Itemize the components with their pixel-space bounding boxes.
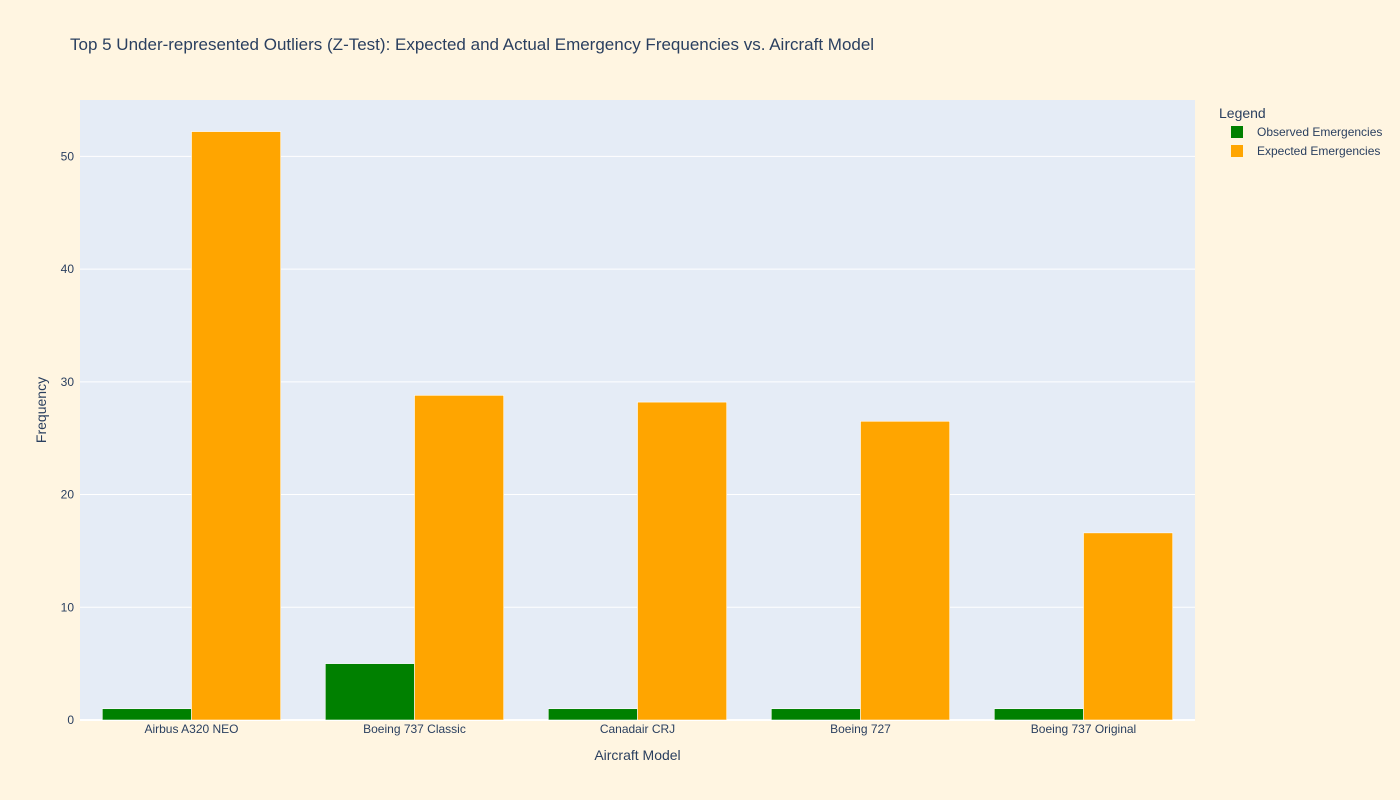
bar-expected-emergencies-1[interactable] (414, 395, 504, 721)
x-tick-label: Airbus A320 NEO (144, 722, 238, 736)
y-axis-title: Frequency (33, 377, 49, 443)
y-axis-ticks: 0 10 20 30 40 50 (61, 149, 75, 727)
y-tick-label: 0 (67, 713, 74, 727)
legend-item-label[interactable]: Expected Emergencies (1257, 144, 1380, 158)
x-axis-ticks: Airbus A320 NEO Boeing 737 Classic Canadai… (144, 722, 1136, 736)
legend: Legend Observed Emergencies Expected Emer… (1219, 105, 1382, 158)
legend-swatch (1231, 145, 1243, 157)
legend-title: Legend (1219, 105, 1266, 121)
bar-expected-emergencies-4[interactable] (1083, 532, 1173, 721)
bar-expected-emergencies-0[interactable] (191, 131, 281, 721)
bar-observed-emergencies-4[interactable] (993, 708, 1084, 721)
x-tick-label: Boeing 737 Classic (363, 722, 466, 736)
chart-title: Top 5 Under-represented Outliers (Z-Test… (70, 35, 874, 54)
bar-expected-emergencies-3[interactable] (860, 420, 950, 721)
bar-observed-emergencies-3[interactable] (770, 708, 861, 721)
bar-expected-emergencies-2[interactable] (637, 401, 727, 721)
bars (102, 131, 1173, 721)
legend-swatch (1231, 126, 1243, 138)
bar-observed-emergencies-2[interactable] (547, 708, 638, 721)
x-tick-label: Boeing 727 (830, 722, 891, 736)
y-tick-label: 50 (61, 149, 75, 163)
x-axis-title: Aircraft Model (594, 747, 680, 763)
y-tick-label: 40 (61, 262, 75, 276)
y-tick-label: 20 (61, 488, 75, 502)
y-tick-label: 10 (61, 600, 75, 614)
bar-observed-emergencies-1[interactable] (324, 663, 415, 721)
bar-observed-emergencies-0[interactable] (102, 708, 192, 721)
x-tick-label: Boeing 737 Original (1031, 722, 1136, 736)
y-tick-label: 30 (61, 375, 75, 389)
x-tick-label: Canadair CRJ (600, 722, 675, 736)
legend-item-label[interactable]: Observed Emergencies (1257, 125, 1382, 139)
